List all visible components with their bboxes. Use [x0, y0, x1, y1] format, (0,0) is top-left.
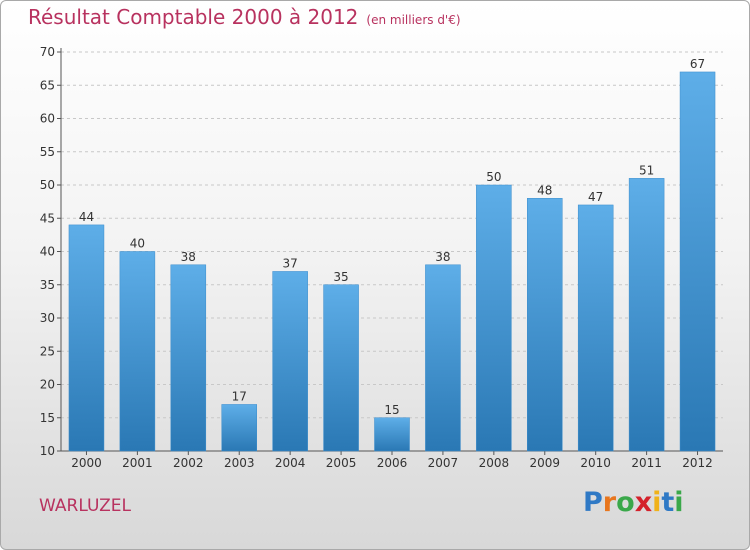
y-tick-labels: 10 15 20 25 30 35 40 45 50 55 60 65 70: [40, 45, 55, 458]
y-tick-label: 30: [40, 311, 55, 325]
value-label-2001: 40: [130, 237, 145, 251]
x-tick-label-2006: 2006: [377, 456, 408, 470]
x-tick-label-2004: 2004: [275, 456, 306, 470]
x-tick-label-2009: 2009: [529, 456, 560, 470]
logo-letter: t: [661, 487, 675, 518]
x-tick-label-2003: 2003: [224, 456, 255, 470]
bar-2010: [577, 204, 614, 452]
value-label-2011: 51: [639, 163, 654, 177]
value-labels: 44 40 38 17 37 35 15 38 50 48 47 51 67: [79, 57, 705, 417]
x-tick-label-2001: 2001: [122, 456, 153, 470]
grid-lines: [61, 51, 723, 419]
bar-2000: [68, 224, 105, 452]
y-tick-label: 50: [40, 178, 55, 192]
x-tick-label-2012: 2012: [682, 456, 713, 470]
x-tick-label-2008: 2008: [479, 456, 510, 470]
bar-2004: [272, 271, 308, 452]
logo-letter: r: [602, 487, 617, 518]
bar-2003: [221, 404, 257, 452]
logo-letter: x: [634, 487, 653, 518]
y-tick-label: 25: [40, 344, 55, 358]
bar-2002: [170, 264, 207, 452]
x-tick-label-2005: 2005: [326, 456, 357, 470]
bar-2009: [527, 198, 563, 452]
bar-2011: [628, 178, 665, 452]
bar-2001: [119, 251, 156, 452]
logo-letter: o: [616, 487, 635, 518]
value-label-2003: 17: [232, 389, 247, 403]
y-tick-label: 15: [40, 411, 55, 425]
logo-letter: i: [674, 487, 684, 518]
value-label-2006: 15: [384, 403, 399, 417]
y-tick-label: 35: [40, 278, 55, 292]
chart-subtitle: (en milliers d'€): [366, 13, 461, 27]
value-label-2002: 38: [181, 250, 196, 264]
value-label-2007: 38: [435, 250, 450, 264]
value-label-2012: 67: [690, 57, 705, 71]
logo-letter: i: [652, 487, 662, 518]
value-label-2005: 35: [333, 270, 348, 284]
axes: [57, 48, 723, 455]
logo-letter: P: [583, 487, 603, 518]
x-tick-label-2007: 2007: [428, 456, 459, 470]
y-tick-label: 40: [40, 245, 55, 259]
bar-2005: [323, 284, 359, 452]
value-label-2004: 37: [283, 256, 298, 270]
y-tick-label: 45: [40, 211, 55, 225]
title-row: Résultat Comptable 2000 à 2012 (en millie…: [28, 5, 461, 29]
bar-2007: [425, 264, 461, 452]
x-tick-label-2002: 2002: [173, 456, 204, 470]
location-name: WARLUZEL: [39, 496, 131, 516]
y-tick-label: 20: [40, 378, 55, 392]
y-tick-label: 65: [40, 78, 55, 92]
proxiti-logo[interactable]: Proxiti: [583, 487, 684, 518]
y-tick-label: 55: [40, 145, 55, 159]
y-tick-label: 60: [40, 112, 55, 126]
value-label-2008: 50: [486, 170, 501, 184]
x-tick-label-2010: 2010: [580, 456, 611, 470]
bar-2012: [679, 71, 716, 452]
bars: [68, 71, 716, 452]
bar-2008: [476, 184, 512, 452]
bar-2006: [374, 417, 410, 452]
x-tick-label-2000: 2000: [71, 456, 102, 470]
value-label-2000: 44: [79, 210, 94, 224]
value-label-2009: 48: [537, 183, 552, 197]
y-tick-label: 70: [40, 45, 55, 59]
x-tick-labels: 2000 2001 2002 2003 2004 2005 2006 2007 2008 2009…: [71, 456, 713, 470]
value-label-2010: 47: [588, 190, 603, 204]
chart-title: Résultat Comptable 2000 à 2012: [28, 5, 359, 29]
x-tick-label-2011: 2011: [631, 456, 662, 470]
y-tick-label: 10: [40, 444, 55, 458]
